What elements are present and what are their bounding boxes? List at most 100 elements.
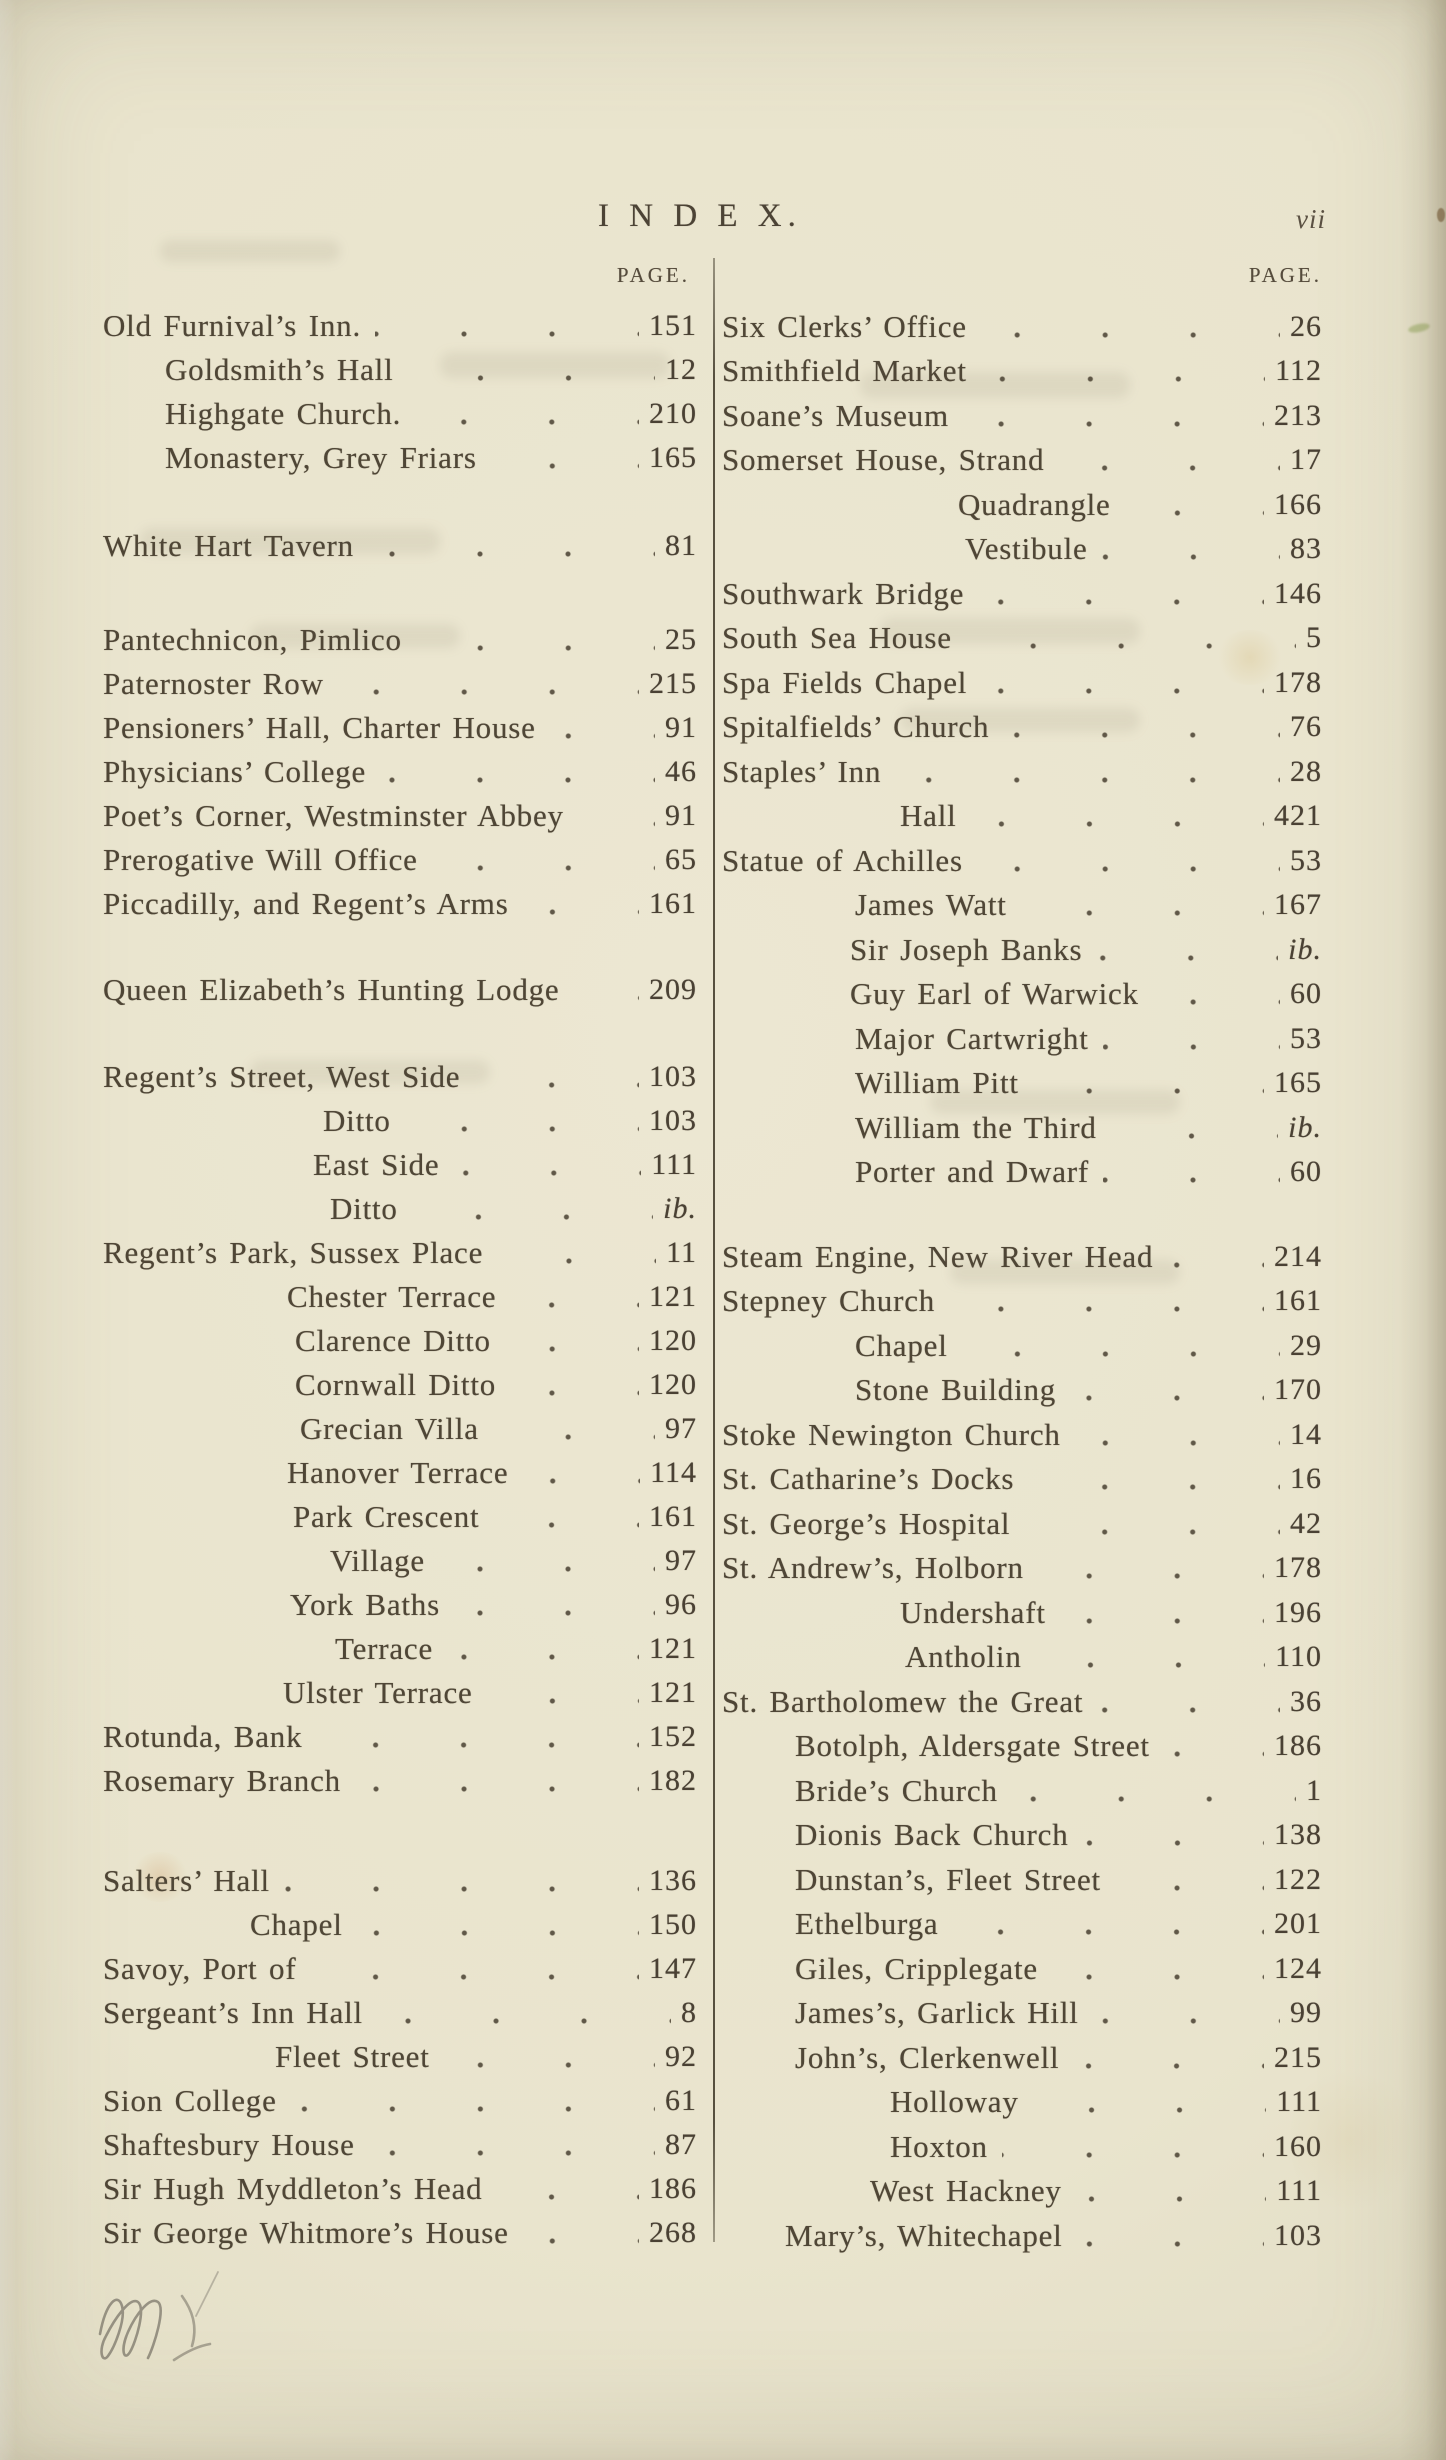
page-number: ib. bbox=[1288, 932, 1322, 966]
page-number: 97 bbox=[665, 1412, 697, 1445]
entry-label: Chapel bbox=[250, 1907, 343, 1942]
page-number: 178 bbox=[1274, 1551, 1322, 1584]
entry-label: Savoy, Port of bbox=[103, 1951, 297, 1986]
pencil-annotation bbox=[98, 2271, 219, 2362]
page-number: 92 bbox=[665, 2040, 697, 2073]
index-entry: Six Clerks’ Office 26 bbox=[722, 301, 1322, 346]
dot-leader bbox=[310, 1952, 639, 1988]
index-entry: Hall 421 bbox=[722, 791, 1322, 835]
index-entry: Stepney Church 161 bbox=[722, 1276, 1322, 1320]
page-column-header-right: PAGE. bbox=[1248, 263, 1322, 287]
index-entry: Spa Fields Chapel 178 bbox=[722, 657, 1322, 702]
entry-label: Bride’s Church bbox=[795, 1772, 998, 1808]
entry-label: Goldsmith’s Hall bbox=[165, 352, 394, 387]
page-title: I N D E X. bbox=[598, 198, 802, 234]
dot-leader bbox=[965, 621, 1296, 657]
page-number: 26 bbox=[1290, 309, 1322, 343]
dot-leader bbox=[497, 1236, 657, 1272]
entry-label: Pensioners’ Hall, Charter House bbox=[103, 710, 536, 745]
index-entry: Southwark Bridge 146 bbox=[722, 568, 1322, 613]
entry-label: Hanover Terrace bbox=[287, 1455, 509, 1490]
index-entry: Grecian Villa 97 bbox=[103, 1404, 697, 1448]
dot-leader bbox=[493, 1500, 639, 1536]
entry-label: Chester Terrace bbox=[287, 1279, 497, 1314]
page-number: 53 bbox=[1290, 843, 1322, 877]
entry-label: Paternoster Row bbox=[103, 666, 324, 701]
dot-leader bbox=[1020, 888, 1264, 924]
page-number: 121 bbox=[649, 1280, 697, 1313]
dot-leader bbox=[1011, 1773, 1296, 1810]
dot-leader bbox=[1167, 1239, 1264, 1276]
page-number: 29 bbox=[1290, 1328, 1322, 1362]
dot-leader bbox=[447, 1632, 639, 1668]
page-number: 215 bbox=[649, 667, 697, 700]
index-entry: Ditto ib. bbox=[103, 1184, 697, 1228]
entry-label: Holloway bbox=[890, 2084, 1019, 2119]
page-number: 99 bbox=[1290, 1996, 1322, 2029]
index-entry: James’s, Garlick Hill 99 bbox=[722, 1988, 1322, 2032]
index-entry: Sir Hugh Myddleton’s Head 186 bbox=[103, 2164, 697, 2208]
index-entry: Ditto 103 bbox=[103, 1096, 697, 1140]
entry-label: Rosemary Branch bbox=[103, 1763, 341, 1798]
dot-leader bbox=[522, 1456, 641, 1492]
index-entry: Dunstan’s, Fleet Street 122 bbox=[722, 1854, 1322, 1899]
dot-leader bbox=[431, 843, 655, 879]
entry-label: Sergeant’s Inn Hall bbox=[103, 1995, 363, 2030]
index-entry: York Baths 96 bbox=[103, 1580, 697, 1624]
page-number: 14 bbox=[1290, 1417, 1322, 1451]
dot-leader bbox=[962, 398, 1264, 435]
entry-label: Ditto bbox=[323, 1103, 391, 1138]
entry-label: Queen Elizabeth’s Hunting Lodge bbox=[103, 972, 560, 1007]
page-number: 152 bbox=[649, 1720, 697, 1753]
index-entry: Regent’s Park, Sussex Place 11 bbox=[103, 1228, 697, 1272]
entry-label: Sir George Whitmore’s House bbox=[103, 2215, 509, 2250]
dot-leader bbox=[438, 1544, 655, 1580]
index-entry: Ethelburga 201 bbox=[722, 1899, 1322, 1943]
entry-label: Prerogative Will Office bbox=[103, 842, 418, 877]
page-number: 421 bbox=[1274, 799, 1322, 832]
entry-label: Botolph, Aldersgate Street bbox=[795, 1728, 1150, 1763]
page-number: 111 bbox=[1276, 2174, 1322, 2207]
page-number: 196 bbox=[1274, 1595, 1322, 1629]
dot-leader bbox=[1032, 1066, 1264, 1102]
page-number: 124 bbox=[1274, 1951, 1322, 1985]
page-number: 122 bbox=[1274, 1862, 1322, 1896]
index-entry: Park Crescent 161 bbox=[103, 1492, 697, 1536]
dot-leader bbox=[490, 441, 639, 477]
index-entry: Cornwall Ditto 120 bbox=[103, 1360, 697, 1404]
index-column-right: Six Clerks’ Office 26 Smithfield Market 112… bbox=[722, 301, 1322, 2255]
page-number: 114 bbox=[650, 1456, 697, 1489]
page-number: 151 bbox=[649, 309, 697, 342]
page-number: 53 bbox=[1290, 1021, 1322, 1055]
dot-leader bbox=[453, 1588, 655, 1624]
dot-leader bbox=[404, 1104, 639, 1140]
column-divider-rule bbox=[713, 258, 715, 2242]
page-number: 166 bbox=[1274, 487, 1322, 521]
index-entry: Undershaft 196 bbox=[722, 1587, 1322, 1632]
dot-leader bbox=[492, 1412, 655, 1448]
page-number: 268 bbox=[649, 2216, 697, 2249]
entry-label: Stoke Newington Church bbox=[722, 1416, 1061, 1452]
index-entry: Chapel 150 bbox=[103, 1900, 697, 1944]
page-number: 46 bbox=[665, 755, 697, 788]
index-entry: Prerogative Will Office 65 bbox=[103, 835, 697, 879]
index-entry: Highgate Church. 210 bbox=[103, 389, 697, 433]
page-number: 91 bbox=[665, 711, 697, 744]
entry-label: West Hackney bbox=[870, 2173, 1062, 2208]
dot-leader bbox=[949, 1284, 1264, 1320]
index-entry: Chester Terrace 121 bbox=[103, 1272, 697, 1316]
page-number: 36 bbox=[1290, 1684, 1322, 1718]
index-entry: Clarence Ditto 120 bbox=[103, 1316, 697, 1360]
index-entry: West Hackney 111 bbox=[722, 2166, 1322, 2210]
entry-label: Hall bbox=[900, 798, 957, 833]
entry-label: Major Cartwright bbox=[855, 1020, 1089, 1056]
page-number: 103 bbox=[649, 1060, 697, 1093]
page-number: 60 bbox=[1290, 1155, 1322, 1188]
entry-label: Physicians’ College bbox=[103, 754, 367, 789]
entry-label: Vestibule bbox=[965, 531, 1088, 566]
dot-leader bbox=[504, 1324, 639, 1360]
page-number: 111 bbox=[651, 1148, 697, 1181]
dot-leader bbox=[354, 1764, 639, 1800]
dot-leader bbox=[961, 1328, 1280, 1365]
